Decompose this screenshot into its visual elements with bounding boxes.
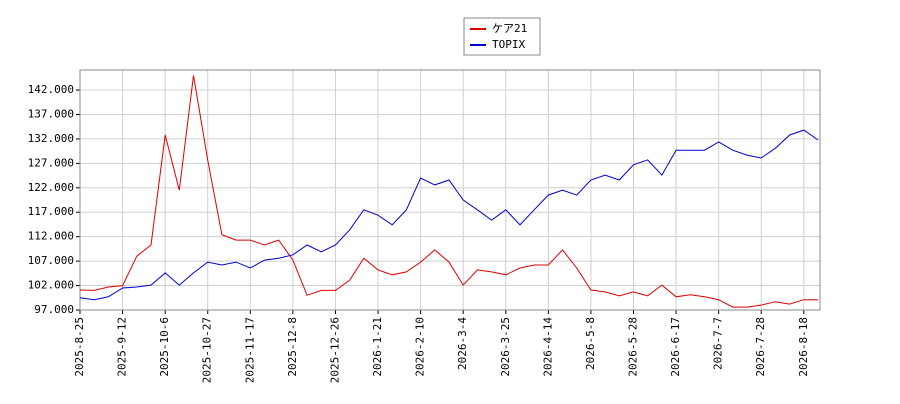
series-line bbox=[79, 129, 819, 301]
x-tick-label: 2025-11-17 bbox=[243, 317, 256, 383]
x-tick-label: 2025-10-27 bbox=[201, 317, 214, 383]
y-tick-label: 117.000 bbox=[28, 205, 74, 218]
x-tick-label: 2026-6-17 bbox=[669, 317, 682, 377]
x-tick-label: 2026-5-8 bbox=[584, 317, 597, 370]
y-tick-label: 97.000 bbox=[34, 303, 74, 316]
x-tick-label: 2025-9-12 bbox=[116, 317, 129, 377]
x-tick-label: 2025-12-8 bbox=[286, 317, 299, 377]
legend-label: ケア21 bbox=[492, 22, 527, 35]
x-tick-label: 2025-10-6 bbox=[158, 317, 171, 377]
x-tick-label: 2026-4-14 bbox=[541, 317, 554, 377]
x-tick-label: 2025-12-26 bbox=[328, 317, 341, 383]
y-tick-label: 122.000 bbox=[28, 181, 74, 194]
y-tick-label: 127.000 bbox=[28, 156, 74, 169]
x-tick-label: 2026-7-28 bbox=[754, 317, 767, 377]
y-tick-label: 142.000 bbox=[28, 83, 74, 96]
legend-box bbox=[463, 17, 541, 56]
y-tick-label: 107.000 bbox=[28, 254, 74, 267]
y-tick-label: 112.000 bbox=[28, 230, 74, 243]
x-tick-label: 2025-8-25 bbox=[73, 317, 86, 377]
y-tick-label: 102.000 bbox=[28, 279, 74, 292]
x-tick-label: 2026-7-7 bbox=[712, 317, 725, 370]
x-tick-label: 2026-5-28 bbox=[627, 317, 640, 377]
series-line bbox=[79, 75, 818, 308]
x-tick-label: 2026-8-18 bbox=[797, 317, 810, 377]
x-tick-label: 2026-3-25 bbox=[499, 317, 512, 377]
x-tick-label: 2026-2-10 bbox=[414, 317, 427, 377]
legend-label: TOPIX bbox=[492, 38, 525, 51]
y-tick-label: 132.000 bbox=[28, 132, 74, 145]
y-tick-label: 137.000 bbox=[28, 107, 74, 120]
plot-frame bbox=[79, 69, 821, 311]
x-tick-label: 2026-1-21 bbox=[371, 317, 384, 377]
x-tick-label: 2026-3-4 bbox=[456, 317, 469, 370]
